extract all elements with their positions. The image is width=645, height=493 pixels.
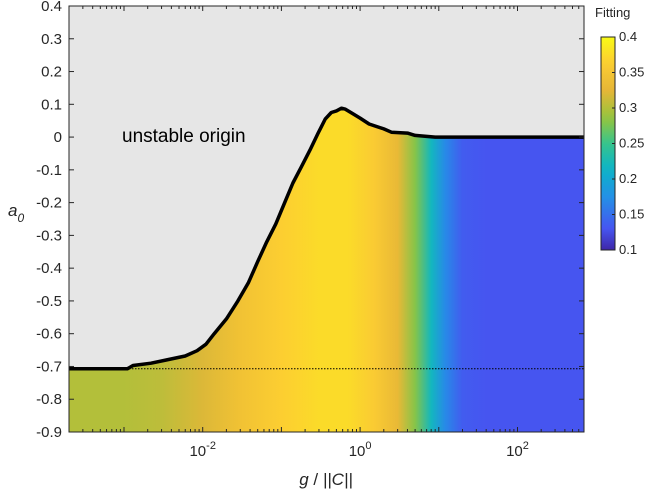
colorbar-tick-label: 0.15 [619, 207, 644, 222]
colorbar-tick-label: 0.25 [619, 136, 644, 151]
y-tick-label: -0.7 [36, 358, 62, 375]
y-tick-label: 0.2 [41, 64, 62, 81]
x-axis-label: g / ||C|| [299, 470, 353, 489]
y-tick-label: -0.8 [36, 391, 62, 408]
unstable-origin-label: unstable origin [122, 126, 246, 147]
y-tick-label: -0.9 [36, 424, 62, 441]
y-tick-label: -0.2 [36, 195, 62, 212]
unstable-region [69, 6, 584, 369]
y-tick-label: -0.6 [36, 326, 62, 343]
plot-frame [68, 5, 585, 433]
y-tick-label: 0.1 [41, 96, 62, 113]
y-tick-label: 0.3 [41, 31, 62, 48]
colorbar: Fitting 0.4 0.35 0.3 0.25 0.2 0.15 0.1 [595, 5, 644, 257]
colorbar-tick-label: 0.4 [619, 29, 637, 44]
y-tick-label: 0 [54, 129, 62, 146]
stability-boundary [69, 106, 584, 371]
y-tick-label: -0.4 [36, 260, 62, 277]
y-axis-label: a0 [8, 201, 24, 225]
colorbar-tick-label: 0.1 [619, 242, 637, 257]
x-tick-label: 100 [349, 440, 372, 460]
y-tick-label: -0.1 [36, 162, 62, 179]
x-tick-label: 102 [506, 440, 529, 460]
y-axis: 0.4 0.3 0.2 0.1 0 -0.1 -0.2 -0.3 -0.4 -0.5 -0.6 -0.… [36, 0, 584, 441]
colorbar-tick-label: 0.2 [619, 171, 637, 186]
y-tick-label: -0.5 [36, 293, 62, 310]
x-tick-label: 10-2 [189, 440, 215, 460]
colorbar-tick-label: 0.3 [619, 100, 637, 115]
y-tick-label: 0.4 [41, 0, 62, 15]
y-tick-label: -0.3 [36, 227, 62, 244]
x-axis: 10-2 100 102 [68, 6, 585, 460]
colorbar-scale [601, 37, 615, 250]
colorbar-tick-label: 0.35 [619, 65, 644, 80]
colorbar-title: Fitting [595, 5, 630, 20]
